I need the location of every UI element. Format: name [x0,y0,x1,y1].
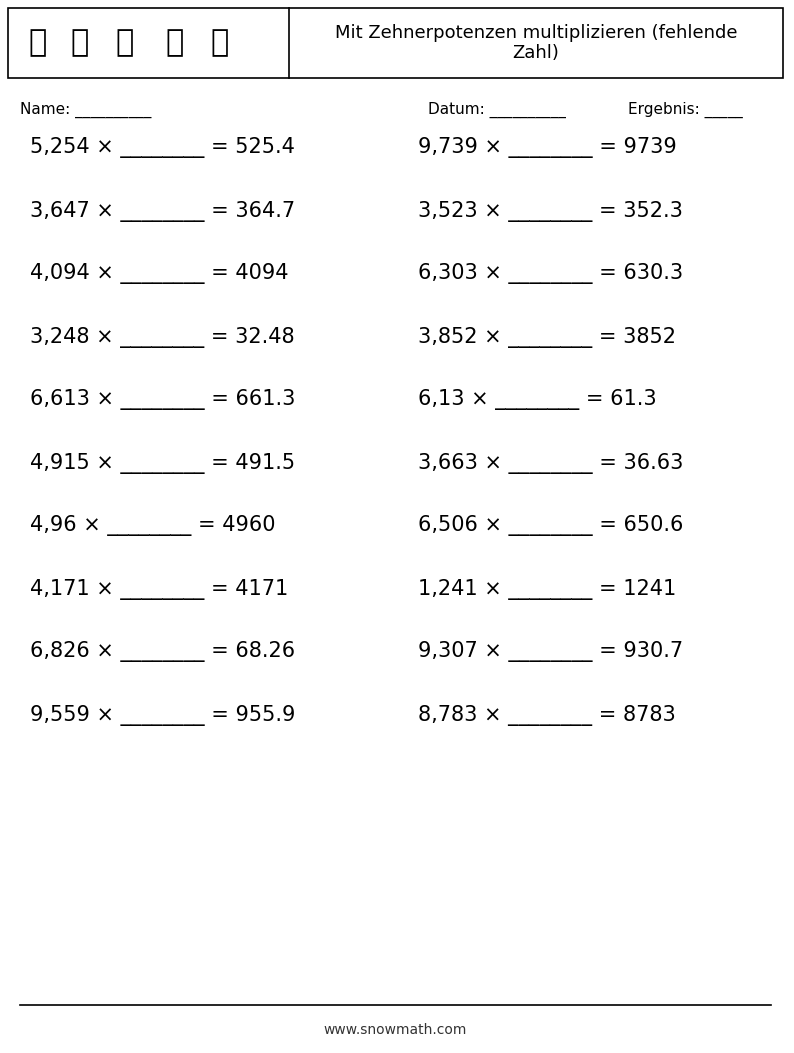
Text: 4,171 × ________ = 4171: 4,171 × ________ = 4171 [30,578,288,599]
Text: Mit Zehnerpotenzen multiplizieren (fehlende
Zahl): Mit Zehnerpotenzen multiplizieren (fehle… [335,23,738,62]
FancyBboxPatch shape [8,8,783,78]
Text: 🌤: 🌤 [210,28,229,58]
Text: 4,915 × ________ = 491.5: 4,915 × ________ = 491.5 [30,453,295,474]
Text: 6,613 × ________ = 661.3: 6,613 × ________ = 661.3 [30,390,295,411]
Text: 8,783 × ________ = 8783: 8,783 × ________ = 8783 [418,704,676,726]
Text: 3,852 × ________ = 3852: 3,852 × ________ = 3852 [418,326,676,347]
Text: 3,647 × ________ = 364.7: 3,647 × ________ = 364.7 [30,200,295,221]
Text: 6,826 × ________ = 68.26: 6,826 × ________ = 68.26 [30,641,295,662]
Text: 🌾: 🌾 [29,28,47,58]
Text: 3,663 × ________ = 36.63: 3,663 × ________ = 36.63 [418,453,684,474]
Text: 1,241 × ________ = 1241: 1,241 × ________ = 1241 [418,578,676,599]
Text: 👷: 👷 [165,28,183,58]
Text: 3,248 × ________ = 32.48: 3,248 × ________ = 32.48 [30,326,295,347]
Text: 9,559 × ________ = 955.9: 9,559 × ________ = 955.9 [30,704,295,726]
Text: 5,254 × ________ = 525.4: 5,254 × ________ = 525.4 [30,138,295,159]
Text: 🌧: 🌧 [115,28,133,58]
Text: 6,303 × ________ = 630.3: 6,303 × ________ = 630.3 [418,263,684,284]
Text: 3,523 × ________ = 352.3: 3,523 × ________ = 352.3 [418,200,684,221]
Text: Name: __________: Name: __________ [20,102,152,118]
Text: 9,739 × ________ = 9739: 9,739 × ________ = 9739 [418,138,677,159]
Text: 6,506 × ________ = 650.6: 6,506 × ________ = 650.6 [418,516,684,536]
Text: 4,094 × ________ = 4094: 4,094 × ________ = 4094 [30,263,288,284]
Text: 9,307 × ________ = 930.7: 9,307 × ________ = 930.7 [418,641,684,662]
Text: 🐍: 🐍 [71,28,89,58]
Text: Datum: __________: Datum: __________ [429,102,566,118]
Text: 4,96 × ________ = 4960: 4,96 × ________ = 4960 [30,516,276,536]
Text: Ergebnis: _____: Ergebnis: _____ [628,102,742,118]
Text: www.snowmath.com: www.snowmath.com [324,1024,467,1037]
Text: 6,13 × ________ = 61.3: 6,13 × ________ = 61.3 [418,390,657,411]
